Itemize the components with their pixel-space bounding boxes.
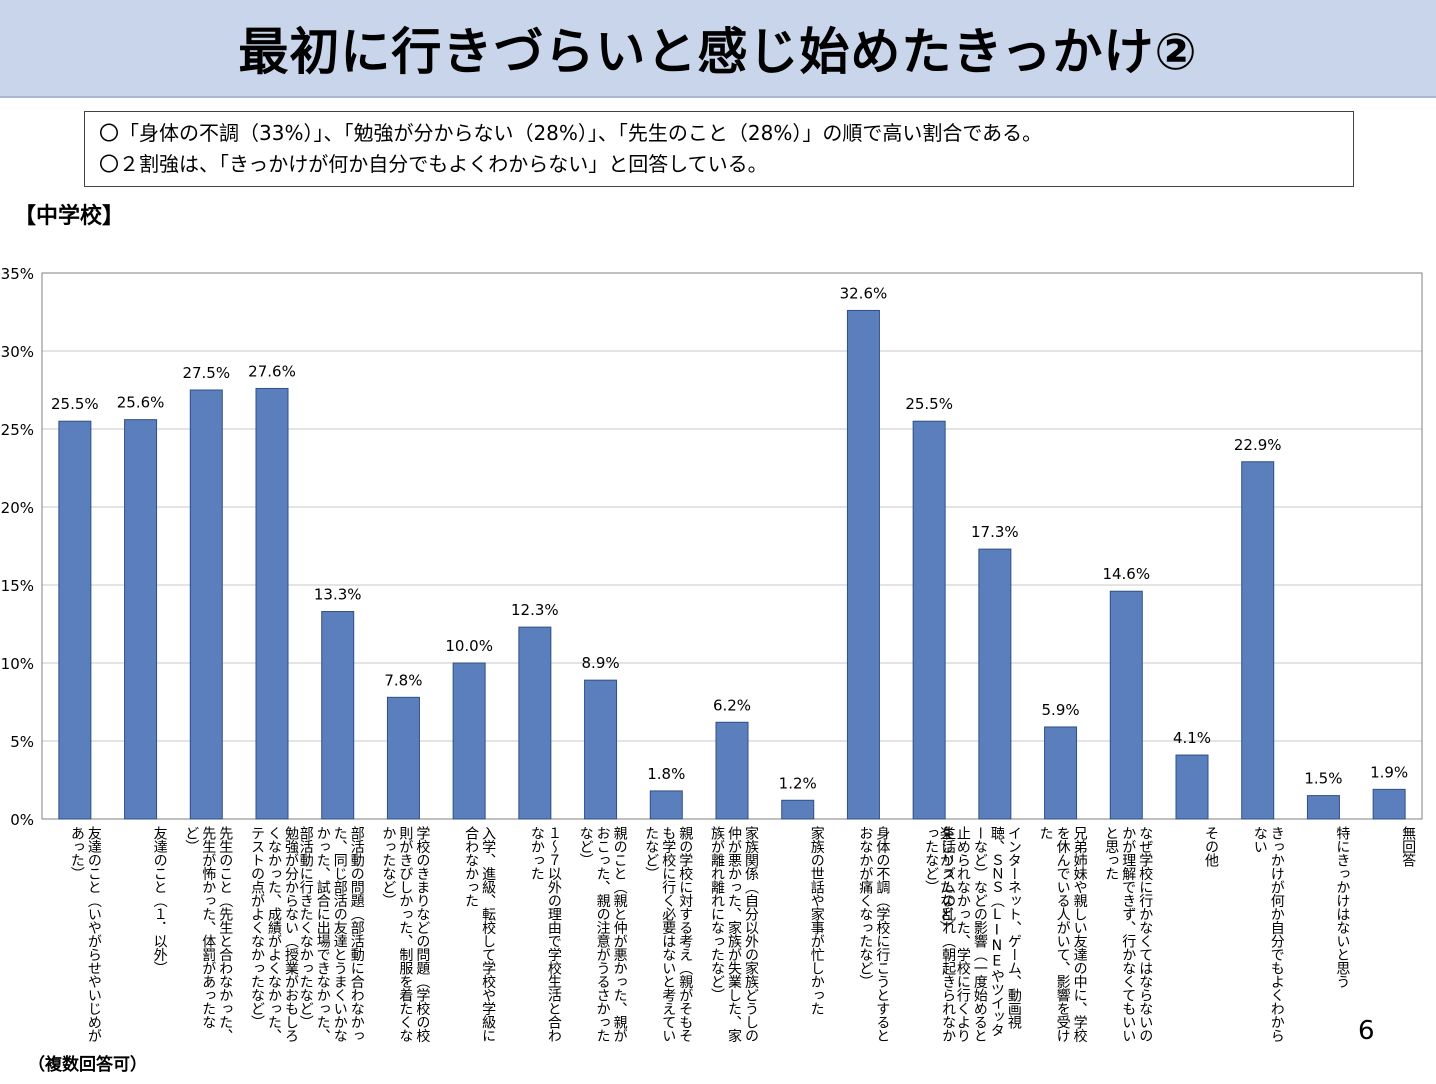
x-tick-label: １～７以外の理由で学校生活と合わなかった bbox=[528, 826, 562, 1042]
data-label: 1.9% bbox=[1370, 763, 1408, 781]
data-label: 4.1% bbox=[1173, 729, 1211, 747]
x-tick-label: インターネット、ゲーム、動画視聴、ＳＮＳ（LINEやツイッターなど）などの影響（… bbox=[937, 826, 1022, 1042]
bar bbox=[1109, 590, 1143, 820]
data-label: 25.5% bbox=[51, 395, 99, 413]
bar bbox=[584, 679, 618, 820]
bar bbox=[1372, 788, 1406, 820]
x-tick-label: 友達のこと（いやがらせやいじめがあった） bbox=[68, 826, 102, 1042]
y-tick-label: 25% bbox=[1, 421, 34, 439]
footnote: （複数回答可） bbox=[28, 1055, 147, 1075]
x-tick-label: 身体の不調（学校に行こうとするとおなかが痛くなったなど） bbox=[857, 826, 891, 1042]
bar bbox=[255, 387, 289, 820]
bar bbox=[1044, 726, 1078, 820]
data-label: 1.5% bbox=[1304, 770, 1342, 788]
x-tick-label: なぜ学校に行かなくてはならないのかが理解できず、行かなくてもいいと思った bbox=[1103, 826, 1154, 1042]
bar bbox=[1241, 461, 1275, 820]
y-tick-label: 0% bbox=[10, 811, 34, 825]
data-label: 1.2% bbox=[779, 774, 817, 792]
x-tick-label: 入学、進級、転校して学校や学級に合わなかった bbox=[463, 826, 497, 1042]
x-tick-label: その他 bbox=[1203, 826, 1219, 867]
data-label: 27.5% bbox=[182, 364, 230, 382]
bar bbox=[715, 721, 749, 820]
data-label: 27.6% bbox=[248, 362, 296, 380]
bar bbox=[1306, 795, 1340, 820]
data-label: 25.6% bbox=[117, 394, 165, 412]
bar bbox=[781, 799, 815, 820]
y-tick-label: 30% bbox=[1, 343, 34, 361]
bar bbox=[649, 790, 683, 820]
bar-chart: 0% 5% 10% 15% 20% 25% 30% 35% 25.5% 25.6% 27.5% 27.… bbox=[1, 265, 1423, 825]
data-label: 5.9% bbox=[1042, 701, 1080, 719]
data-label: 22.9% bbox=[1234, 436, 1282, 454]
data-label: 10.0% bbox=[445, 637, 493, 655]
bar bbox=[58, 420, 92, 820]
y-tick-label: 15% bbox=[1, 577, 34, 595]
summary-line-2: 〇２割強は、「きっかけが何か自分でもよくわからない」と回答している。 bbox=[99, 152, 768, 176]
data-label: 7.8% bbox=[384, 671, 422, 689]
bar bbox=[912, 420, 946, 820]
summary-box: 〇「身体の不調（33%）」、「勉強が分からない（28%）」、「先生のこと（28%… bbox=[84, 111, 1354, 187]
data-label: 14.6% bbox=[1102, 565, 1150, 583]
y-tick-label: 35% bbox=[1, 265, 34, 283]
data-label: 17.3% bbox=[971, 523, 1019, 541]
data-label: 8.9% bbox=[582, 654, 620, 672]
data-label: 6.2% bbox=[713, 696, 751, 714]
data-label: 32.6% bbox=[840, 284, 888, 302]
x-tick-label: 先生のこと（先生と合わなかった、先生が怖かった、体罰があったなど） bbox=[183, 826, 234, 1042]
x-tick-label: 特にきっかけはないと思う bbox=[1334, 826, 1351, 988]
x-tick-label: きっかけが何か自分でもよくわからない bbox=[1251, 826, 1285, 1042]
x-tick-label: 勉強が分からない（授業がおもしろくなかった、成績がよくなかった、テストの点がよく… bbox=[249, 826, 299, 1042]
x-tick-label: 友達のこと（１．以外） bbox=[151, 826, 168, 975]
data-label: 25.5% bbox=[905, 395, 953, 413]
data-label: 12.3% bbox=[511, 601, 559, 619]
title-bar: 最初に行きづらいと感じ始めたきっかけ② bbox=[0, 0, 1436, 98]
bar bbox=[189, 389, 223, 820]
x-tick-label: 家族関係（自分以外の家族どうしの仲が悪かった、家族が失業した、家族が離れ離れにな… bbox=[709, 826, 759, 1042]
x-tick-label: 生活リズムの乱れ（朝起きられなかったなど） bbox=[923, 826, 957, 1042]
bar bbox=[452, 662, 486, 820]
x-tick-label: 学校のきまりなどの問題（学校の校則がきびしかった、制服を着たくなかったなど） bbox=[380, 826, 431, 1042]
bar bbox=[518, 626, 552, 820]
bar bbox=[124, 419, 158, 820]
page-number: 6 bbox=[1358, 1016, 1375, 1046]
data-label: 1.8% bbox=[647, 765, 685, 783]
x-tick-label: 無回答 bbox=[1400, 826, 1417, 867]
page-title: 最初に行きづらいと感じ始めたきっかけ② bbox=[238, 23, 1198, 81]
x-tick-label: 家族の世話や家事が忙しかった bbox=[808, 826, 825, 1015]
x-tick-label: 兄弟姉妹や親しい友達の中に、学校を休んでいる人がいて、影響を受けた bbox=[1037, 826, 1088, 1042]
bar bbox=[386, 696, 420, 820]
y-tick-label: 10% bbox=[1, 655, 34, 673]
data-label: 13.3% bbox=[314, 586, 362, 604]
section-label: 【中学校】 bbox=[14, 204, 125, 229]
x-tick-label: 部活動の問題（部活動に合わなかった、同じ部活の友達とうまくいかなかった、試合に出… bbox=[297, 826, 365, 1042]
y-tick-label: 5% bbox=[10, 733, 34, 751]
summary-line-1: 〇「身体の不調（33%）」、「勉強が分からない（28%）」、「先生のこと（28%… bbox=[99, 121, 1043, 145]
bar bbox=[978, 548, 1012, 820]
x-tick-label: 親のこと（親と仲が悪かった、親がおこった、親の注意がうるさかったなど） bbox=[577, 826, 628, 1042]
x-tick-label: 親の学校に対する考え（親がそもそも学校に行く必要はないと考えていたなど） bbox=[643, 826, 694, 1042]
bar bbox=[846, 309, 880, 820]
bar bbox=[1175, 754, 1209, 820]
bar bbox=[321, 611, 355, 820]
y-tick-label: 20% bbox=[1, 499, 34, 517]
